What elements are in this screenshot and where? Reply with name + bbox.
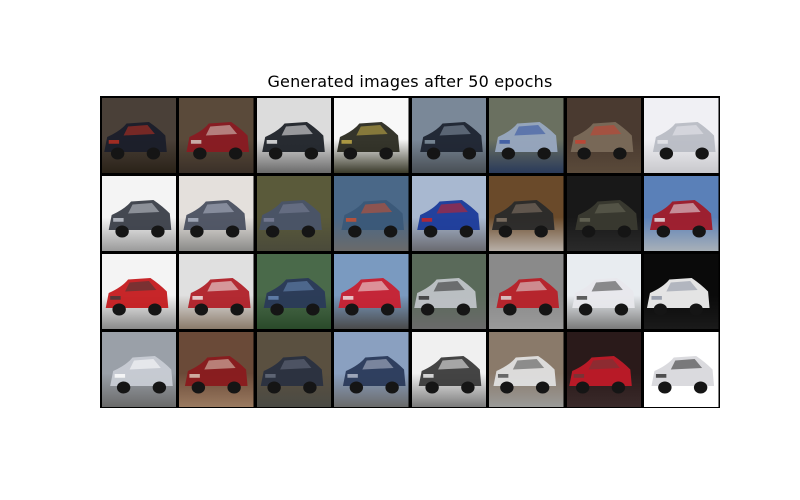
- generated-car-image: [101, 331, 176, 407]
- generated-car-image: [566, 97, 641, 173]
- generated-car-image: [411, 97, 486, 173]
- generated-car-image: [101, 175, 176, 251]
- generated-car-image: [411, 331, 486, 407]
- generated-car-image: [334, 331, 409, 407]
- generated-car-image: [256, 253, 331, 329]
- generated-car-image: [256, 331, 331, 407]
- generated-car-image: [489, 253, 564, 329]
- generated-car-image: [566, 331, 641, 407]
- generated-car-image: [644, 331, 719, 407]
- generated-car-image: [566, 253, 641, 329]
- generated-car-image: [489, 331, 564, 407]
- generated-car-image: [334, 253, 409, 329]
- generated-car-image: [489, 175, 564, 251]
- generated-car-image: [489, 97, 564, 173]
- generated-car-image: [179, 97, 254, 173]
- generated-car-image: [179, 175, 254, 251]
- generated-car-image: [411, 253, 486, 329]
- generated-car-image: [566, 175, 641, 251]
- generated-image-grid: [100, 96, 720, 408]
- generated-car-image: [101, 97, 176, 173]
- generated-car-image: [256, 97, 331, 173]
- generated-car-image: [179, 331, 254, 407]
- generated-car-image: [101, 253, 176, 329]
- generated-car-image: [644, 175, 719, 251]
- generated-car-image: [334, 97, 409, 173]
- generated-car-image: [334, 175, 409, 251]
- generated-car-image: [256, 175, 331, 251]
- figure-title: Generated images after 50 epochs: [267, 72, 553, 91]
- generated-car-image: [179, 253, 254, 329]
- generated-car-image: [644, 97, 719, 173]
- generated-car-image: [644, 253, 719, 329]
- generated-car-image: [411, 175, 486, 251]
